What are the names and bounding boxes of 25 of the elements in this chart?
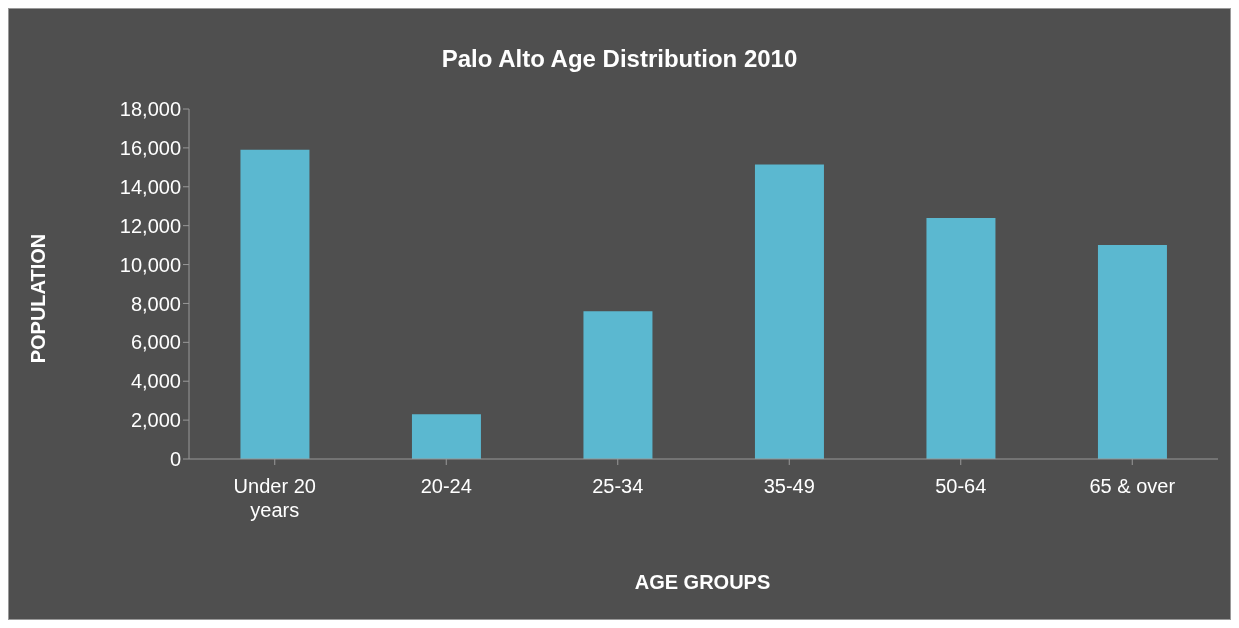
bar: [240, 149, 310, 459]
y-tick-label: 16,000: [119, 136, 181, 159]
y-tick-label: 4,000: [130, 370, 181, 393]
y-tick-label: 14,000: [119, 175, 181, 198]
y-tick-label: 0: [169, 448, 181, 471]
y-tick-label: 10,000: [119, 253, 181, 276]
x-tick-label: 20-24: [420, 475, 472, 497]
bar: [754, 164, 824, 459]
bar: [1097, 245, 1167, 459]
x-tick-label: 65 & over: [1089, 475, 1176, 497]
x-tick-label: Under 20 years: [233, 475, 316, 521]
chart-title: Palo Alto Age Distribution 2010: [440, 45, 799, 73]
bar: [926, 217, 996, 459]
x-tick-label: 35-49: [763, 475, 815, 497]
y-tick-label: 8,000: [130, 292, 181, 315]
y-tick-label: 2,000: [130, 409, 181, 432]
x-tick-label: 25-34: [592, 475, 644, 497]
x-tick-label: 50-64: [935, 475, 987, 497]
bar: [411, 414, 481, 459]
bar: [583, 311, 653, 459]
y-tick-label: 6,000: [130, 331, 181, 354]
y-axis-title: POPULATION: [27, 233, 51, 364]
y-tick-label: 12,000: [119, 214, 181, 237]
y-tick-label: 18,000: [119, 98, 181, 121]
x-axis-title: AGE GROUPS: [633, 571, 772, 594]
